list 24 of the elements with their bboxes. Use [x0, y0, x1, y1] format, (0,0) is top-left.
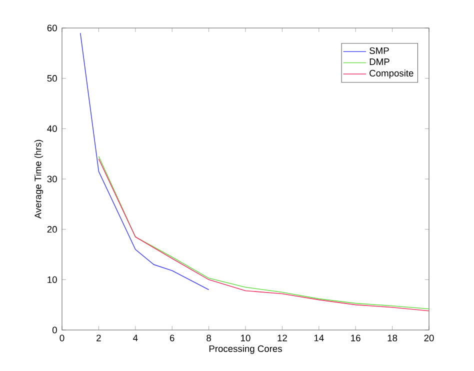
x-tick-label: 4	[133, 334, 138, 342]
x-tick-label: 12	[278, 334, 287, 342]
y-axis-title: Average Time (hrs)	[34, 140, 44, 219]
y-tick-label: 50	[47, 75, 57, 82]
x-tick-label: 0	[60, 334, 64, 342]
x-tick-label: 18	[388, 334, 398, 342]
y-tick-label: 40	[47, 125, 57, 132]
x-axis-title: Processing Cores	[209, 345, 282, 354]
x-tick-label: 10	[241, 334, 250, 342]
y-tick-label: 30	[47, 176, 57, 182]
y-tick-label: 10	[48, 276, 57, 283]
legend-label: SMP	[370, 47, 389, 54]
x-tick-label: 16	[351, 334, 360, 342]
legend-label: Composite	[370, 70, 414, 78]
x-tick-label: 6	[170, 334, 174, 342]
y-tick-label: 20	[47, 226, 57, 233]
line-series	[80, 32, 210, 290]
x-tick-label: 2	[96, 334, 101, 342]
y-tick-label: 60	[47, 24, 57, 32]
legend-label: DMP	[370, 58, 390, 65]
x-tick-label: 8	[206, 334, 211, 342]
x-tick-label: 14	[314, 334, 324, 342]
x-tick-label: 20	[424, 334, 434, 342]
y-tick-label: 0	[52, 326, 57, 334]
